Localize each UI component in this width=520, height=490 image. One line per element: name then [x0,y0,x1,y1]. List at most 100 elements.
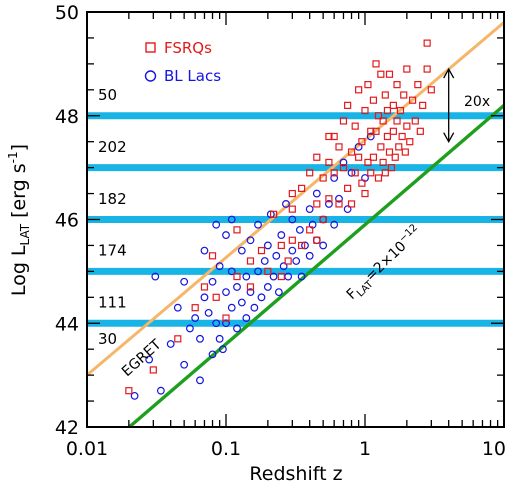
twenty-x-arrow-head-top [443,67,455,79]
fsrq-point [374,112,383,120]
fsrq-point [381,169,389,177]
fsrq-point [381,91,389,99]
bl-lac-point [330,220,339,229]
bl-lac-point [312,236,321,245]
fsrq-point [383,106,392,115]
fsrq-point [344,101,352,109]
fsrq-point [389,101,397,109]
bl-lac-point [145,355,154,364]
fsrq-point [374,174,383,182]
y-tick-label: 46 [55,210,79,232]
y-tick-label: 44 [55,313,79,335]
y-tick-labels: 42 44 46 48 50 [55,2,79,439]
bl-lac-point [166,340,175,348]
fsrq-point [335,143,343,151]
egret-limit-line [87,21,504,377]
fsrq-point [391,153,399,161]
fsrq-point [401,148,409,156]
fsrq-point [355,153,363,161]
bl-lac-point [227,303,236,312]
band-count-label: 111 [98,294,127,312]
fsrq-point [408,96,417,104]
fsrq-point [313,200,321,208]
fsrq-point [423,65,431,73]
legend-fsrq-label: FSRQs [164,39,212,57]
fsrq-point [313,236,321,244]
flux-limit-lines [87,21,504,427]
fsrq-point [335,200,343,208]
bl-lac-point [208,350,217,359]
fsrq-point [403,122,411,130]
fsrq-point [389,127,397,135]
fsrq-point [398,132,406,141]
bl-lac-point [246,236,255,245]
flat-limit-line [126,104,504,427]
bl-lac-point [260,257,269,265]
bl-lac-point [319,241,328,250]
fsrq-point [233,226,241,234]
fsrq-point [358,179,366,187]
fsrq-point [385,70,394,78]
fsrq-point [369,153,378,161]
y-tick-label: 48 [55,106,79,128]
fsrq-point [427,86,435,94]
fsrq-point [406,138,414,146]
fsrq-point [288,205,296,213]
x-tick-label: 1 [359,438,371,460]
fsrq-point [387,164,396,172]
bl-lac-point [277,231,286,239]
fsrq-point [149,366,157,374]
bl-lac-point [305,251,314,260]
fsrq-point [377,70,385,78]
fsrq-point [288,236,296,244]
band-count-label: 30 [98,330,117,348]
legend-bllac-label: BL Lacs [164,67,221,85]
bl-lac-point [208,277,217,286]
fsrq-point [383,132,392,141]
fsrq-point [416,127,424,135]
bl-lac-point [269,272,278,281]
bl-lac-point [219,345,227,354]
fsrq-point [200,283,209,291]
data-points [125,39,435,400]
bl-lac-point [191,314,200,322]
fsrq-point [347,148,356,156]
band-count-labels: 30 111 174 182 202 50 [98,86,127,348]
fsrq-point [393,81,401,89]
fsrq-point [347,200,356,208]
fsrq-point [377,143,385,151]
fsrq-point [298,184,306,192]
fsrq-point [339,117,348,125]
fsrq-point [414,81,422,89]
fsrq-point [379,117,387,125]
bl-lac-point [156,386,165,395]
bl-lac-point [325,200,333,208]
fsrq-point [330,169,338,177]
fsrq-point [277,241,285,250]
y-axis-label-units: [erg s [8,163,30,218]
fsrq-point [330,132,338,141]
bl-lac-point [212,220,221,229]
fsrq-point [306,169,314,177]
bl-lac-point [312,189,321,198]
fsrq-point [419,101,427,109]
fsrq-point [364,158,372,167]
fsrq-point [257,247,266,255]
bl-lac-point [215,262,224,271]
bl-lac-point [173,303,182,312]
bl-lac-point [212,319,221,328]
fsrq-point [306,226,314,234]
bl-lac-point [151,272,160,281]
fsrq-point [403,65,411,73]
fsrq-point [396,106,405,115]
bl-lac-point [180,360,189,369]
fsrq-point [319,215,327,224]
legend-fsrq-marker [145,42,156,53]
fsrq-point [385,148,394,156]
fsrq-point [367,127,375,135]
bl-lac-point [242,272,251,281]
bl-lac-point [366,132,375,141]
fsrq-point [233,272,241,281]
fsrq-point [288,189,296,198]
